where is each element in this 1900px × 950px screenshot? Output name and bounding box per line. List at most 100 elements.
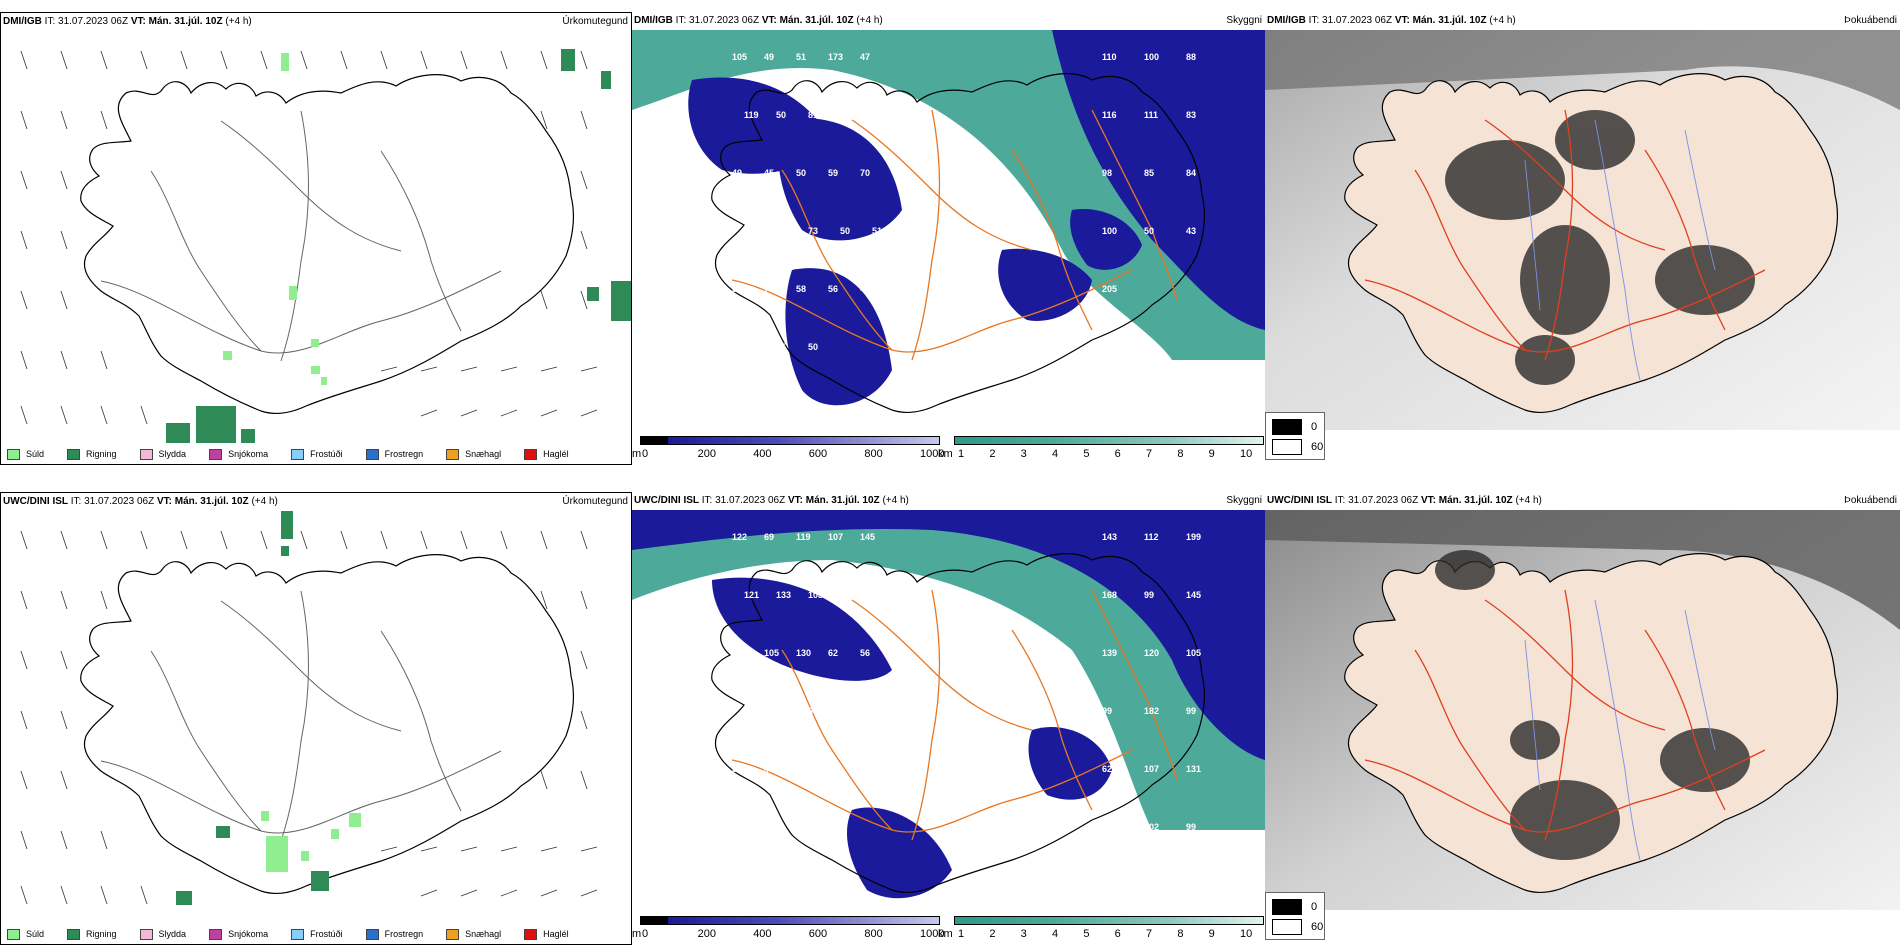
legend-label: Frostregn bbox=[384, 449, 424, 459]
cloud-base-value: 58 bbox=[732, 284, 742, 294]
visibility-scale-unit-km: km bbox=[938, 448, 953, 460]
legend-item: Súld bbox=[7, 928, 44, 940]
fog-key: 0 60 bbox=[1265, 412, 1325, 460]
fog-key-light: 60 bbox=[1311, 441, 1324, 453]
cloud-base-value: 131 bbox=[1186, 764, 1201, 774]
legend-swatch bbox=[524, 448, 538, 460]
cloud-base-value: 79 bbox=[872, 110, 882, 120]
colorbar-tick-label: 2 bbox=[989, 928, 996, 940]
cloud-base-value: 70 bbox=[860, 168, 870, 178]
it-value: 31.07.2023 06Z bbox=[58, 16, 129, 27]
colorbar-tick-label: 200 bbox=[697, 928, 716, 940]
parameter-name: Úrkomutegund bbox=[562, 496, 628, 507]
fog-map-dmi[interactable] bbox=[1265, 30, 1900, 430]
colorbar-tick-label: 4 bbox=[1052, 448, 1059, 460]
legend-swatch bbox=[446, 928, 460, 940]
colorbar-tick-label: 9 bbox=[1208, 448, 1215, 460]
cloud-base-value: 119 bbox=[796, 532, 811, 542]
cloud-base-value: 145 bbox=[1186, 590, 1201, 600]
fog-key-dark: 0 bbox=[1311, 901, 1318, 913]
visibility-m-colorbar bbox=[640, 916, 940, 925]
cloud-base-value: 52 bbox=[744, 342, 754, 352]
cloud-base-value: 111 bbox=[1144, 110, 1158, 120]
cloud-base-labels: 105 49 51 173 47 119 50 81 65 79 49 45 50 59 70 69 82 73 5… bbox=[732, 52, 1196, 352]
lead-time: (+4 h) bbox=[225, 16, 252, 27]
cloud-base-value: 152 bbox=[872, 590, 887, 600]
panel-header: UWC/DINI ISL IT: 31.07.2023 06Z VT: Mán.… bbox=[1265, 492, 1900, 510]
fog-panel-uwc: UWC/DINI ISL IT: 31.07.2023 06Z VT: Mán.… bbox=[1265, 492, 1900, 947]
cloud-base-value: 88 bbox=[1186, 52, 1196, 62]
cloud-base-value: 69 bbox=[764, 532, 774, 542]
precip-map-uwc[interactable] bbox=[1, 511, 632, 924]
model-name: UWC/DINI ISL bbox=[1267, 495, 1332, 506]
precip-legend: Súld Rigning Slydda Snjókoma Frostúði Frostre… bbox=[1, 443, 631, 464]
cloud-base-value: 103 bbox=[808, 590, 823, 600]
visibility-map-dmi[interactable]: 105 49 51 173 47 119 50 81 65 79 49 45 50 59 70 69 82 73 5… bbox=[632, 30, 1265, 430]
legend-item: Slydda bbox=[139, 448, 186, 460]
colorbar-tick-label: 800 bbox=[864, 928, 883, 940]
legend-item: Frostúði bbox=[291, 448, 343, 460]
model-name: UWC/DINI ISL bbox=[634, 495, 699, 506]
legend-swatch bbox=[446, 448, 460, 460]
legend-item: Frostúði bbox=[291, 928, 343, 940]
cloud-base-value: 100 bbox=[828, 764, 843, 774]
lead-time: (+4 h) bbox=[882, 495, 909, 506]
legend-swatch bbox=[209, 448, 223, 460]
cloud-base-value: 105 bbox=[764, 648, 779, 658]
parameter-name: Þokuábendi bbox=[1844, 495, 1897, 506]
cloud-base-value: 69 bbox=[744, 226, 754, 236]
vt-label: VT: bbox=[787, 495, 803, 506]
rain-patches bbox=[176, 511, 329, 905]
lead-time: (+4 h) bbox=[1515, 495, 1542, 506]
colorbar-tick-label: 600 bbox=[808, 448, 828, 460]
it-value: 31.07.2023 06Z bbox=[1348, 495, 1419, 506]
cloud-base-value: 99 bbox=[1102, 706, 1112, 716]
colorbar-tick-label: 5 bbox=[1083, 928, 1090, 940]
colorbar-tick-label: 6 bbox=[1114, 448, 1121, 460]
cloud-base-value: 50 bbox=[840, 706, 850, 716]
fog-key: 0 60 bbox=[1265, 892, 1325, 940]
cloud-base-value: 65 bbox=[776, 342, 786, 352]
legend-item: Snæhagl bbox=[446, 448, 501, 460]
rain-patches bbox=[166, 49, 631, 444]
cloud-base-value: 84 bbox=[1186, 168, 1196, 178]
cloud-base-value: 46 bbox=[860, 284, 870, 294]
visibility-m-colorbar bbox=[640, 436, 940, 445]
cloud-base-value: 55 bbox=[732, 764, 742, 774]
cloud-base-value: 99 bbox=[1144, 590, 1154, 600]
cloud-base-value: 116 bbox=[1102, 110, 1117, 120]
legend-label: Haglél bbox=[543, 449, 569, 459]
fog-shading bbox=[1435, 550, 1750, 860]
precip-map-dmi[interactable] bbox=[1, 31, 632, 444]
cloud-base-value: 45 bbox=[764, 168, 774, 178]
it-label: IT: bbox=[675, 15, 687, 26]
vt-value: Mán. 31.júl. 10Z bbox=[1438, 495, 1513, 506]
legend-label: Frostúði bbox=[310, 449, 343, 459]
fog-map-uwc[interactable] bbox=[1265, 510, 1900, 910]
visibility-map-uwc[interactable]: 122 69 119 107 145 121 133 103 106 152 163 105 130 62… bbox=[632, 510, 1265, 910]
colorbar-tick-label: 6 bbox=[1114, 928, 1121, 940]
cloud-base-value: 62 bbox=[1102, 764, 1112, 774]
it-value: 31.07.2023 06Z bbox=[1322, 15, 1393, 26]
model-name: DMI/IGB bbox=[634, 15, 673, 26]
cloud-base-value: 145 bbox=[860, 532, 875, 542]
panel-header: UWC/DINI ISL IT: 31.07.2023 06Z VT: Mán.… bbox=[632, 492, 1265, 510]
cloud-base-value: 148 bbox=[1102, 822, 1117, 832]
legend-item: Frostregn bbox=[365, 928, 423, 940]
cloud-base-value: 141 bbox=[744, 822, 759, 832]
vt-label: VT: bbox=[1394, 15, 1410, 26]
cloud-base-value: 102 bbox=[1144, 822, 1159, 832]
parameter-name: Skyggni bbox=[1226, 495, 1262, 506]
precip-legend: Súld Rigning Slydda Snjókoma Frostúði Frostre… bbox=[1, 923, 631, 944]
cloud-base-value: 120 bbox=[1144, 648, 1159, 658]
legend-item: Haglél bbox=[524, 928, 569, 940]
legend-label: Snæhagl bbox=[465, 929, 502, 939]
cloud-base-value: 199 bbox=[1186, 532, 1201, 542]
parameter-name: Úrkomutegund bbox=[562, 16, 628, 27]
cloud-base-value: 122 bbox=[732, 532, 747, 542]
legend-swatch bbox=[139, 928, 153, 940]
it-value: 31.07.2023 06Z bbox=[715, 495, 786, 506]
it-value: 31.07.2023 06Z bbox=[84, 496, 155, 507]
cloud-base-value: 59 bbox=[828, 168, 838, 178]
colorbar-tick-label: 8 bbox=[1177, 928, 1184, 940]
